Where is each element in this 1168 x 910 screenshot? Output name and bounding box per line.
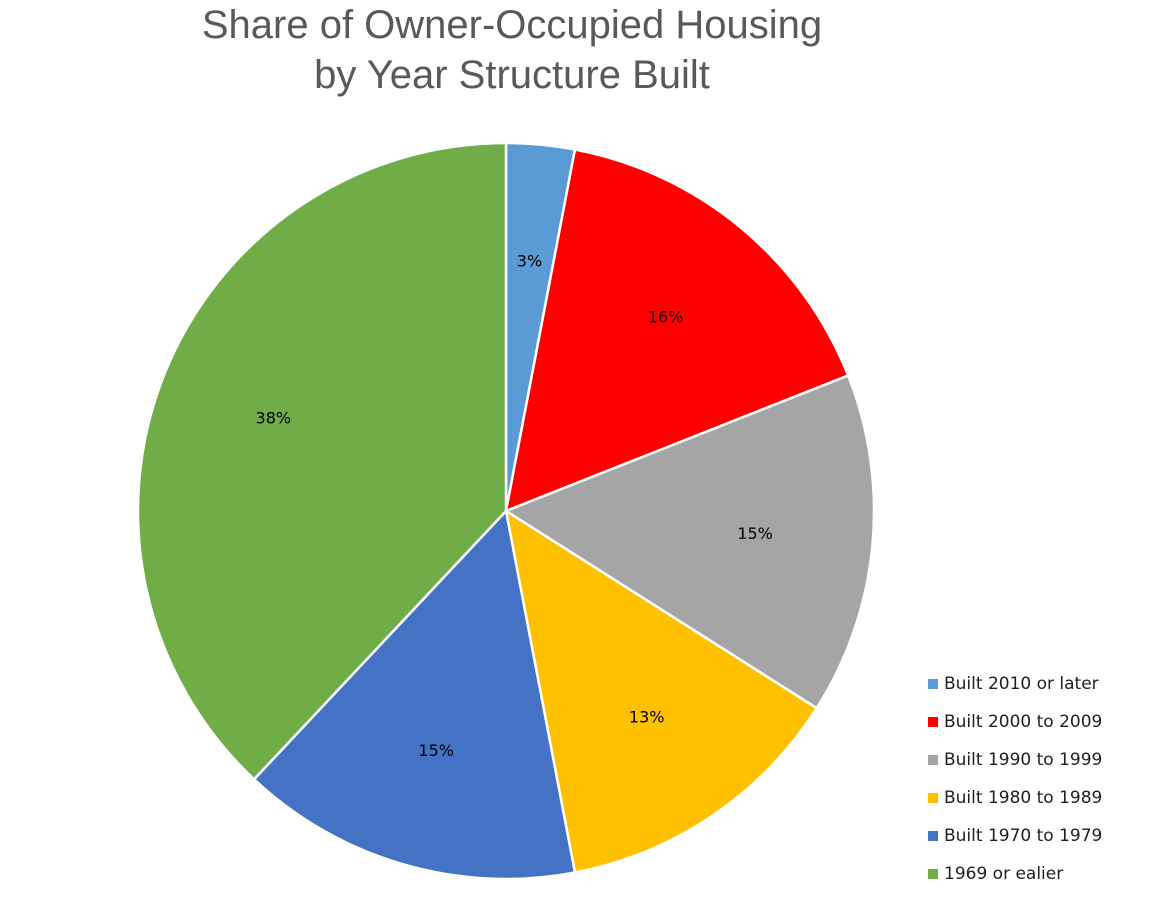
pie-data-labels: 3% 16% 15% 13% 15% 38% <box>256 251 773 759</box>
legend-swatch <box>928 793 938 803</box>
legend-swatch <box>928 717 938 727</box>
slice-data-label: 16% <box>648 308 684 327</box>
chart-title-line-1: Share of Owner-Occupied Housing <box>201 3 823 47</box>
chart-title-line-2: by Year Structure Built <box>314 53 710 97</box>
legend-label: Built 1980 to 1989 <box>944 788 1103 808</box>
legend-swatch <box>928 755 938 765</box>
slice-data-label: 3% <box>517 251 542 270</box>
pie-slice <box>504 148 850 513</box>
legend-label: 1969 or ealier <box>944 864 1064 884</box>
legend-label: Built 1990 to 1999 <box>944 750 1103 770</box>
legend-item: Built 2010 or later <box>928 665 1158 703</box>
slice-data-label: 13% <box>629 708 665 727</box>
legend-item: Built 2000 to 2009 <box>928 703 1158 741</box>
slice-data-label: 15% <box>418 741 454 760</box>
legend-item: Built 1980 to 1989 <box>928 779 1158 817</box>
pie-slices <box>136 141 876 881</box>
slice-data-label: 15% <box>737 524 773 543</box>
slice-data-label: 38% <box>256 408 292 427</box>
legend-label: Built 2000 to 2009 <box>944 712 1103 732</box>
pie-slice <box>504 374 876 710</box>
pie-slice <box>504 509 818 874</box>
legend-swatch <box>928 869 938 879</box>
pie-slice <box>252 509 577 881</box>
pie-slice <box>136 141 508 781</box>
legend-item: 1969 or ealier <box>928 855 1158 893</box>
legend-swatch <box>928 831 938 841</box>
legend-swatch <box>928 679 938 689</box>
legend-label: Built 2010 or later <box>944 674 1099 694</box>
legend-item: Built 1970 to 1979 <box>928 817 1158 855</box>
legend-item: Built 1990 to 1999 <box>928 741 1158 779</box>
legend: Built 2010 or later Built 2000 to 2009 Bui… <box>928 665 1158 893</box>
chart-title: Share of Owner-Occupied Housing by Year … <box>0 0 1024 100</box>
legend-label: Built 1970 to 1979 <box>944 826 1103 846</box>
